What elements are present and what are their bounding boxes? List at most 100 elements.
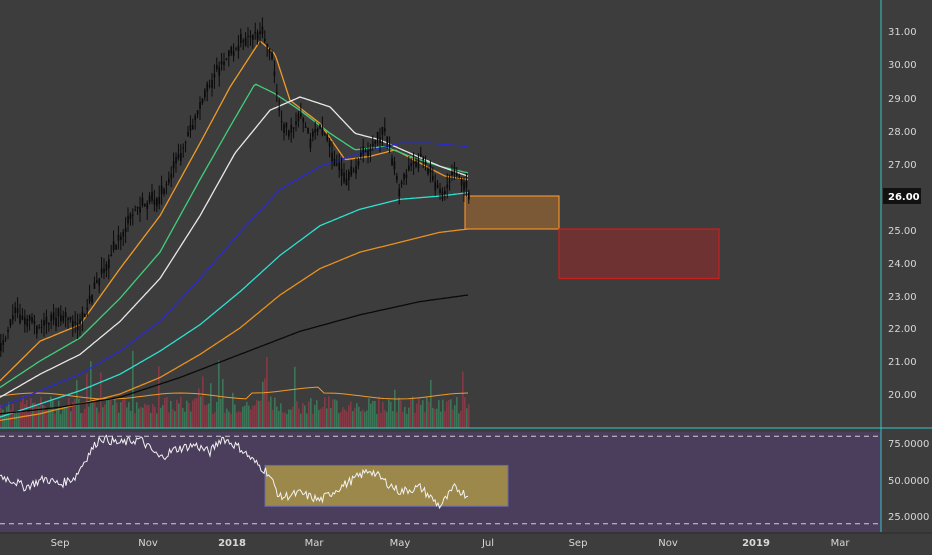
volume-bar — [356, 403, 358, 428]
price-tick-label: 29.00 — [888, 94, 917, 105]
volume-bar — [92, 400, 94, 428]
candle-body — [14, 307, 17, 314]
volume-bar — [136, 402, 138, 428]
volume-bar — [276, 406, 278, 428]
volume-bar — [30, 398, 32, 428]
volume-bar — [226, 408, 228, 428]
candle-body — [460, 178, 463, 186]
candle-body — [151, 191, 153, 201]
candle-body — [156, 198, 158, 207]
candle-body — [350, 166, 353, 176]
candle-body — [336, 163, 338, 165]
volume-bar — [372, 401, 374, 428]
volume-bar — [446, 401, 448, 428]
candle-body — [108, 259, 110, 269]
volume-bar — [236, 412, 238, 428]
volume-bar — [448, 399, 450, 428]
candle-body — [468, 192, 470, 200]
candle-body — [244, 37, 247, 46]
volume-bar — [350, 401, 352, 428]
volume-bar — [228, 411, 230, 428]
candle-body — [343, 172, 345, 182]
candle-body — [333, 158, 336, 167]
price-tick-label: 21.00 — [888, 357, 917, 368]
candle-body — [393, 161, 396, 170]
candle-body — [72, 320, 74, 328]
volume-bar — [422, 400, 424, 428]
candle-body — [115, 245, 117, 250]
volume-bar — [238, 411, 240, 428]
volume-bar — [164, 398, 166, 428]
price-tick-label: 25.00 — [888, 226, 917, 237]
candle-body — [408, 165, 410, 171]
volume-bar — [78, 398, 80, 428]
volume-bar — [62, 406, 64, 428]
candle-body — [86, 307, 89, 310]
volume-bar — [318, 409, 320, 428]
candle-body — [206, 83, 209, 92]
volume-bar — [64, 405, 66, 428]
volume-bar — [112, 405, 114, 428]
volume-bar — [360, 411, 362, 428]
candle-body — [304, 126, 307, 128]
candle-body — [444, 191, 446, 195]
candle-body — [103, 268, 105, 273]
candle-body — [364, 151, 367, 153]
candle-body — [261, 26, 264, 35]
volume-bar — [242, 406, 244, 428]
candle-body — [271, 52, 273, 60]
candle-body — [170, 173, 173, 179]
volume-bar — [296, 401, 298, 428]
volume-bar — [192, 400, 194, 428]
volume-bar — [180, 396, 182, 428]
volume-bar — [258, 400, 260, 428]
candle-body — [84, 314, 86, 318]
volume-bar — [188, 403, 190, 428]
candle-body — [160, 185, 163, 195]
volume-bar — [40, 396, 42, 428]
volume-bar — [300, 413, 302, 428]
volume-bar — [124, 398, 126, 428]
candle-body — [232, 51, 235, 56]
volume-bar — [80, 413, 82, 428]
volume-bar — [444, 410, 446, 428]
volume-bar — [346, 411, 348, 428]
candle-body — [319, 124, 321, 129]
volume-bar — [394, 389, 396, 428]
volume-bar — [22, 396, 24, 428]
volume-bar — [468, 404, 470, 428]
candle-body — [280, 121, 283, 123]
volume-bar — [284, 412, 286, 428]
volume-bar — [308, 401, 310, 428]
candle-body — [237, 45, 240, 51]
volume-bar — [88, 406, 90, 428]
volume-bar — [324, 397, 326, 428]
volume-bar — [210, 383, 212, 428]
volume-bar — [358, 406, 360, 428]
volume-bar — [404, 406, 406, 428]
volume-bar — [248, 405, 250, 428]
support-zone-box[interactable] — [464, 195, 560, 230]
volume-bar — [20, 401, 22, 428]
volume-bar — [36, 405, 38, 428]
volume-bar — [460, 410, 462, 428]
candle-body — [48, 322, 50, 325]
candle-body — [218, 66, 221, 76]
volume-bar — [410, 398, 412, 428]
price-tick-label: 31.00 — [888, 27, 917, 38]
target-zone-box[interactable] — [558, 228, 720, 280]
volume-bar — [116, 402, 118, 428]
candle-body — [379, 137, 381, 143]
volume-bar — [458, 413, 460, 428]
volume-bar — [232, 392, 234, 428]
volume-bar — [196, 398, 198, 428]
candle-body — [372, 143, 374, 146]
volume-bar — [168, 412, 170, 428]
volume-bar — [224, 412, 226, 428]
time-tick-label: Jul — [481, 538, 494, 549]
price-tick-label: 27.00 — [888, 160, 917, 171]
candle-body — [314, 128, 317, 133]
candle-body — [57, 308, 60, 317]
